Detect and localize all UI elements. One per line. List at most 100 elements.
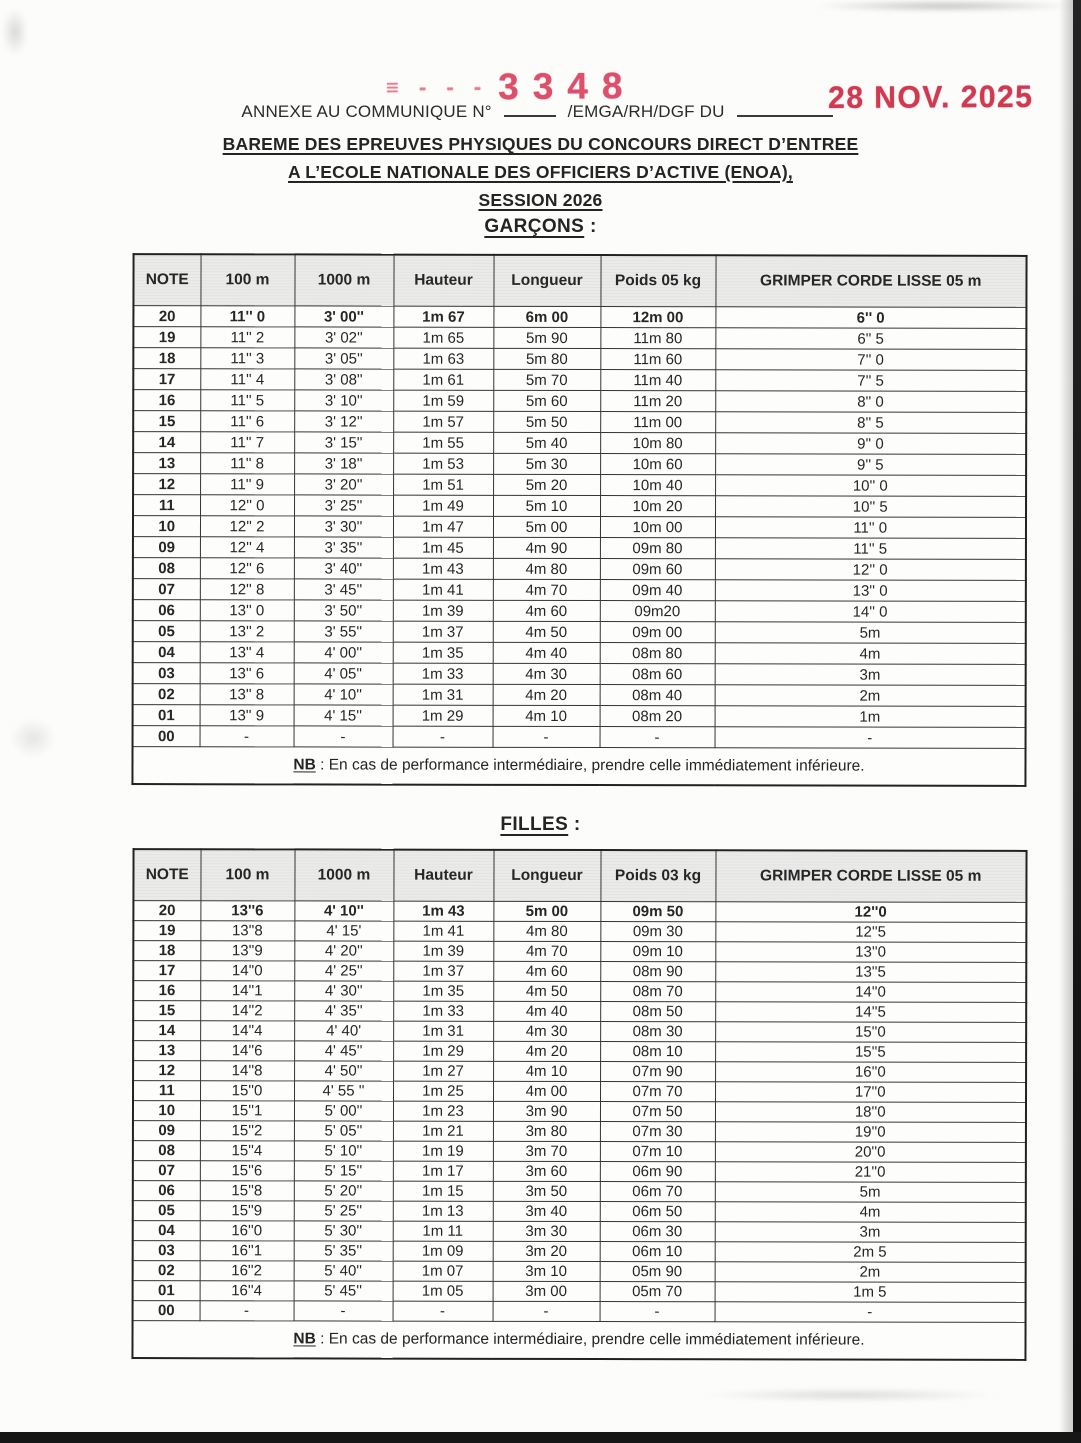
table-cell: 1m 55	[393, 432, 494, 454]
table-row: 15 14''2 4' 35'' 1m 33 4m 40 08m 50 14''5	[133, 1000, 1027, 1023]
table-cell: 11	[133, 494, 201, 516]
table-row: 11 12'' 0 3' 25'' 1m 49 5m 10 10m 20 10'' 5	[133, 494, 1027, 518]
table-cell: 1m 63	[393, 348, 494, 370]
table-cell: 4m 90	[492, 537, 600, 559]
table-row: 13 11'' 8 3' 18'' 1m 53 5m 30 10m 60 9'' 5	[133, 452, 1027, 476]
table-cell: 09	[132, 1120, 200, 1141]
table-row: 01 16''4 5' 45'' 1m 05 3m 00 05m 70 1m 5	[132, 1280, 1026, 1303]
table-cell: 1m 33	[392, 663, 493, 685]
table-cell: 09m 10	[600, 941, 716, 962]
table-cell: 3m 10	[492, 1261, 600, 1282]
table-cell: 4m	[714, 1201, 1026, 1223]
table-cell: -	[199, 1300, 294, 1321]
table-cell: 1m 43	[393, 901, 494, 922]
table-cell: -	[199, 725, 294, 747]
table-cell: 14''2	[200, 1000, 295, 1021]
table-row: 09 12'' 4 3' 35'' 1m 45 4m 90 09m 80 11'' 5	[132, 536, 1026, 560]
table-cell: 13'' 0	[714, 579, 1026, 602]
table-cell: 1m 19	[392, 1141, 493, 1162]
table-cell: 09m 50	[600, 901, 716, 922]
table-cell: 19	[133, 326, 201, 348]
table-cell: 06	[132, 599, 200, 621]
table-cell: 3m	[714, 1221, 1026, 1243]
table-cell: 4m 40	[493, 1001, 601, 1022]
table-cell: 12'' 2	[199, 515, 295, 537]
table-cell: 4' 50''	[294, 1060, 394, 1082]
table-cell: 5m 40	[493, 432, 601, 454]
table-cell: 10m 00	[599, 516, 716, 538]
scan-smudge	[2, 8, 28, 56]
table-cell: 3' 30''	[293, 515, 394, 538]
annexe-reference-line: ANNEXE AU COMMUNIQUE N° /EMGA/RH/DGF DU	[0, 100, 1081, 122]
table-cell: 08m 60	[599, 663, 715, 685]
table-cell: -	[392, 1301, 493, 1322]
table-cell: 11m 00	[600, 411, 716, 433]
table-cell: 3' 50''	[293, 599, 393, 622]
table-cell: 4' 15''	[293, 704, 393, 727]
table-cell: 12'' 6	[199, 557, 294, 579]
table-cell: 4m 60	[492, 600, 600, 622]
table-row: 03 16''1 5' 35'' 1m 09 3m 20 06m 10 2m 5	[132, 1240, 1026, 1263]
table-cell: 1m 41	[392, 579, 493, 601]
table-cell: 15''4	[199, 1140, 294, 1161]
table-cell: 1m 35	[392, 642, 493, 664]
table-cell: -	[492, 726, 600, 748]
table-cell: 11m 80	[600, 327, 716, 349]
blank-date-line	[736, 100, 833, 117]
table-cell: 00	[132, 725, 200, 747]
table-cell: 5' 20''	[293, 1180, 393, 1202]
table-row: 04 13'' 4 4' 00'' 1m 35 4m 40 08m 80 4m	[132, 641, 1026, 665]
table-row: 14 11'' 7 3' 15'' 1m 55 5m 40 10m 80 9'' 0	[133, 431, 1027, 455]
table-cell: 08	[132, 1140, 200, 1161]
table-cell: 2m 5	[714, 1241, 1026, 1263]
column-header: Hauteur	[393, 849, 494, 902]
table-cell: 4' 55 ''	[294, 1080, 394, 1102]
table-cell: 5m 80	[493, 348, 601, 370]
table-cell: 5m 00	[492, 516, 601, 538]
scan-smudge	[700, 1388, 1000, 1402]
table-cell: 3' 02''	[294, 326, 394, 349]
table-cell: 06m 70	[599, 1181, 715, 1202]
table-cell: 1m 29	[393, 1041, 494, 1062]
table-cell: 12'' 4	[199, 536, 294, 558]
table-row: 02 16''2 5' 40'' 1m 07 3m 10 05m 90 2m	[132, 1260, 1026, 1283]
table-row: 07 15''6 5' 15'' 1m 17 3m 60 06m 90 21''0	[132, 1160, 1026, 1183]
table-cell: 3m 80	[492, 1121, 600, 1142]
table-cell: 16''0	[715, 1061, 1027, 1083]
table-row: 00- - - - - -	[132, 725, 1026, 749]
table-cell: 3m 40	[492, 1201, 600, 1222]
table-cell: -	[599, 726, 715, 748]
table-cell: 11m 40	[600, 369, 716, 391]
table-cell: 13''8	[200, 920, 295, 941]
table-cell: 08m 40	[599, 684, 715, 706]
table-cell: 1m 5	[714, 1281, 1026, 1303]
table-cell: 08m 70	[600, 981, 716, 1002]
table-row: 04 16''0 5' 30'' 1m 11 3m 30 06m 30 3m	[132, 1220, 1026, 1243]
table-cell: 03	[132, 662, 200, 684]
table-cell: 01	[132, 1280, 200, 1301]
table-cell: 13''6	[200, 900, 295, 921]
table-cell: 4m 50	[493, 981, 601, 1002]
scan-edge-bottom	[0, 1432, 1081, 1443]
table-row: 16 14''1 4' 30'' 1m 35 4m 50 08m 70 14''0	[133, 980, 1027, 1003]
table-cell: 1m 65	[393, 327, 494, 349]
table-cell: 16''4	[199, 1280, 294, 1301]
table-cell: 4' 10''	[294, 900, 394, 922]
table-cell: 4m 40	[492, 642, 600, 664]
table-cell: 19''0	[714, 1121, 1026, 1143]
table-cell: 11'' 2	[200, 326, 295, 348]
table-row: 06 15''8 5' 20'' 1m 15 3m 50 06m 70 5m	[132, 1180, 1026, 1203]
table-cell: 4m 80	[493, 921, 601, 942]
table-cell: 1m 13	[392, 1201, 493, 1222]
column-header: Longueur	[493, 254, 601, 307]
table-cell: 5m	[714, 1181, 1026, 1203]
table-cell: 1m 37	[393, 961, 494, 982]
column-header: GRIMPER CORDE LISSE 05 m	[715, 255, 1027, 308]
table-garcons: NOTE 100 m 1000 m Hauteur Longueur Poids 05 k…	[131, 253, 1028, 787]
nb-text: : En cas de performance intermédiaire, p…	[320, 1330, 865, 1349]
table-cell: 09m 30	[600, 921, 716, 942]
table-cell: 5' 10''	[293, 1140, 393, 1162]
table-cell: 02	[132, 683, 200, 705]
table-cell: 3' 25''	[294, 494, 394, 517]
table-cell: 3' 00''	[294, 305, 394, 328]
